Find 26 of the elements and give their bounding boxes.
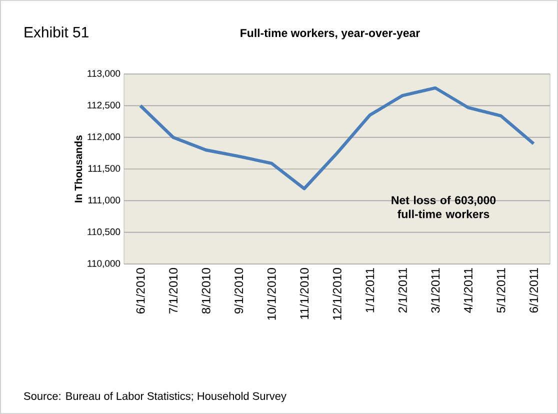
x-tick-label: 6/1/2010	[136, 268, 145, 314]
y-tick-label: 110,000	[88, 260, 120, 268]
x-tick-label: 4/1/2011	[464, 268, 472, 313]
y-axis-title: In Thousands	[74, 135, 82, 202]
y-tick-label: 112,000	[88, 133, 120, 142]
y-tick-label: 110,500	[88, 228, 120, 236]
x-tick-label: 2/1/2011	[398, 268, 407, 313]
x-tick-label: 9/1/2010	[234, 268, 244, 314]
x-tick-label: 10/1/2010	[267, 268, 276, 320]
annotation: Net loss of 603,000 full-time workers	[392, 196, 496, 218]
x-tick-label: 8/1/2010	[202, 268, 210, 314]
x-tick-label: 7/1/2010	[168, 268, 178, 314]
chart-title: Exhibit 51	[24, 26, 88, 38]
y-tick-label: 111,500	[88, 165, 120, 173]
x-tick-label: 12/1/2010	[332, 268, 342, 320]
source-note: Source: Bureau of Labor Statistics; Household Survey	[24, 392, 286, 402]
y-tick-label: 112,500	[88, 102, 120, 110]
y-tick-label: 113,000	[88, 70, 120, 78]
y-tick-label: 111,000	[88, 196, 120, 205]
chart-subtitle: Full-time workers, year-over-year	[240, 28, 420, 40]
x-tick-label: 11/1/2010	[300, 268, 309, 319]
x-tick-label: 3/1/2011	[430, 268, 440, 313]
x-tick-label: 5/1/2011	[496, 268, 506, 313]
x-tick-label: 6/1/2011	[529, 268, 538, 313]
line-series	[138, 86, 536, 190]
x-tick-label: 1/1/2011	[365, 268, 374, 312]
